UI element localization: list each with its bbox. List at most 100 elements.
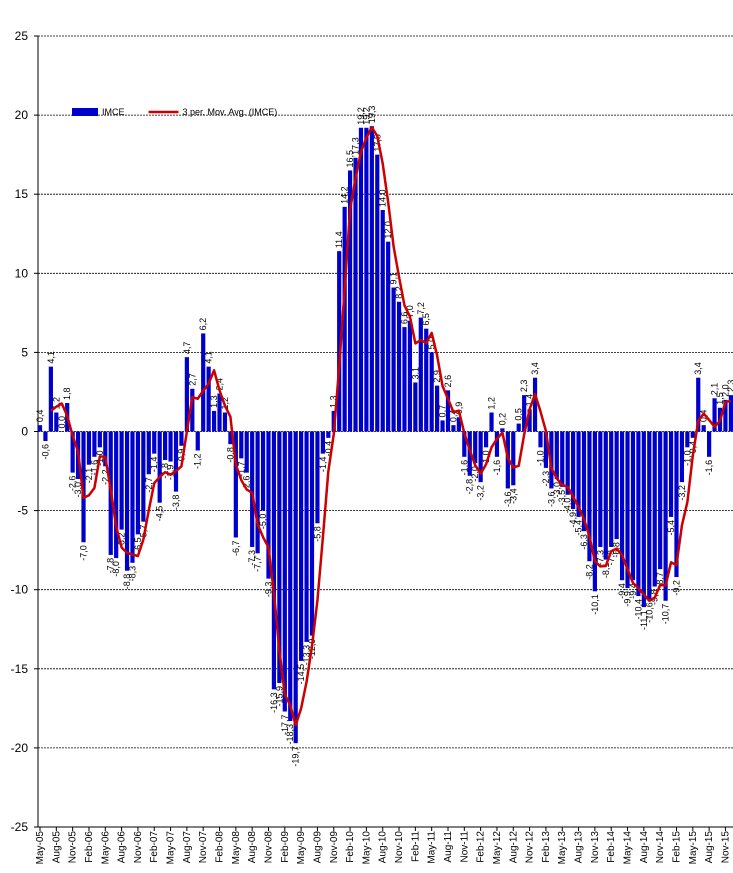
bar — [288, 431, 293, 722]
data-label: -1,4 — [149, 457, 159, 473]
legend-label: IMCE — [102, 107, 125, 117]
x-tick-label: May-05 — [35, 831, 46, 865]
y-tick-label: 15 — [15, 187, 29, 201]
bar — [598, 431, 603, 547]
bar — [418, 317, 423, 432]
y-tick-label: -15 — [11, 662, 29, 676]
data-label: -2,2 — [100, 469, 110, 485]
bar — [163, 431, 168, 460]
data-label: -5,8 — [312, 526, 322, 542]
bar — [48, 366, 53, 432]
x-tick-label: Aug-12 — [508, 831, 519, 864]
x-tick-label: Aug-05 — [51, 831, 62, 864]
data-label: -3,4 — [508, 488, 518, 504]
bar — [592, 431, 597, 592]
bar — [244, 431, 249, 473]
bar — [173, 431, 179, 492]
x-tick-label: Feb-08 — [215, 831, 226, 863]
data-label: 2,3 — [519, 380, 529, 393]
bar — [728, 395, 733, 432]
bar — [500, 428, 505, 432]
data-label: 0,5 — [514, 408, 524, 421]
bar — [565, 431, 570, 495]
x-tick-label: Feb-10 — [345, 831, 356, 863]
bar — [43, 431, 48, 441]
bar — [489, 412, 494, 432]
x-tick-label: Nov-14 — [655, 831, 666, 864]
data-label: -4,9 — [568, 512, 578, 528]
y-tick-label: -20 — [11, 741, 29, 755]
data-label: 1,4 — [525, 394, 535, 407]
data-label: -1,2 — [193, 453, 203, 469]
data-label: 0,7 — [438, 405, 448, 418]
data-label: -2,8 — [465, 479, 475, 495]
bar — [152, 431, 157, 454]
x-tick-label: May-09 — [296, 831, 307, 865]
bar — [527, 409, 532, 432]
data-label: -3,6 — [503, 491, 513, 507]
data-label: -1,8 — [160, 463, 170, 479]
y-tick-label: 20 — [15, 108, 29, 122]
data-label: 0,4 — [699, 410, 709, 423]
bar — [560, 431, 565, 487]
data-label: -11,1 — [639, 610, 649, 630]
data-label: 19,2 — [361, 107, 371, 125]
bar — [712, 398, 717, 432]
bar — [37, 425, 43, 432]
bar — [435, 385, 440, 432]
x-tick-label: Aug-13 — [574, 831, 585, 864]
data-label: 12,0 — [383, 221, 393, 239]
bar — [543, 431, 549, 468]
data-label: 0,4 — [448, 410, 458, 423]
data-label: 4,1 — [204, 351, 214, 364]
bar — [255, 431, 260, 554]
data-label: -0,6 — [40, 444, 50, 460]
data-label: -1,6 — [704, 460, 714, 476]
data-label: -2,3 — [541, 471, 551, 487]
data-label: 11,4 — [334, 231, 344, 248]
bar — [299, 431, 304, 661]
data-label: 2,0 — [720, 384, 730, 397]
legend-label: 3 per. Mov. Avg. (IMCE) — [183, 107, 278, 117]
bar — [320, 431, 325, 454]
bar — [190, 388, 195, 432]
data-label: -1,6 — [89, 460, 99, 476]
bar — [201, 333, 206, 432]
bar — [92, 431, 97, 457]
bar — [304, 431, 309, 642]
x-tick-label: Feb-12 — [476, 831, 487, 863]
legend-swatch — [72, 108, 98, 116]
x-tick-label: Aug-10 — [378, 831, 389, 864]
x-tick-label: Nov-06 — [133, 831, 144, 864]
data-label: -5,4 — [666, 520, 676, 536]
data-label: 8,2 — [394, 286, 404, 299]
data-label: -17,7 — [280, 715, 290, 736]
data-label: 2,7 — [187, 373, 197, 386]
bar — [358, 127, 364, 432]
bar — [636, 431, 641, 597]
data-label: 14,2 — [340, 186, 350, 204]
data-label: -3,6 — [546, 491, 556, 507]
x-tick-label: Aug-08 — [247, 831, 258, 864]
y-tick-label: -10 — [11, 583, 29, 597]
data-label: -9,9 — [623, 591, 633, 607]
bar — [451, 425, 456, 432]
bar — [337, 251, 342, 432]
data-label: -10,6 — [644, 602, 654, 623]
bar — [462, 431, 467, 457]
x-tick-label: May-15 — [688, 831, 699, 865]
data-label: -4,5 — [155, 506, 165, 522]
data-label: -10,4 — [633, 599, 643, 620]
bar — [581, 431, 587, 532]
x-tick-label: Nov-07 — [198, 831, 209, 864]
data-label: -10,7 — [661, 604, 671, 625]
data-label: 2,9 — [432, 370, 442, 383]
x-tick-label: Feb-13 — [541, 831, 552, 863]
data-label: -15,9 — [274, 686, 284, 707]
bar — [315, 431, 320, 524]
bar — [206, 366, 211, 432]
x-tick-label: May-13 — [557, 831, 568, 865]
bar — [309, 431, 315, 636]
